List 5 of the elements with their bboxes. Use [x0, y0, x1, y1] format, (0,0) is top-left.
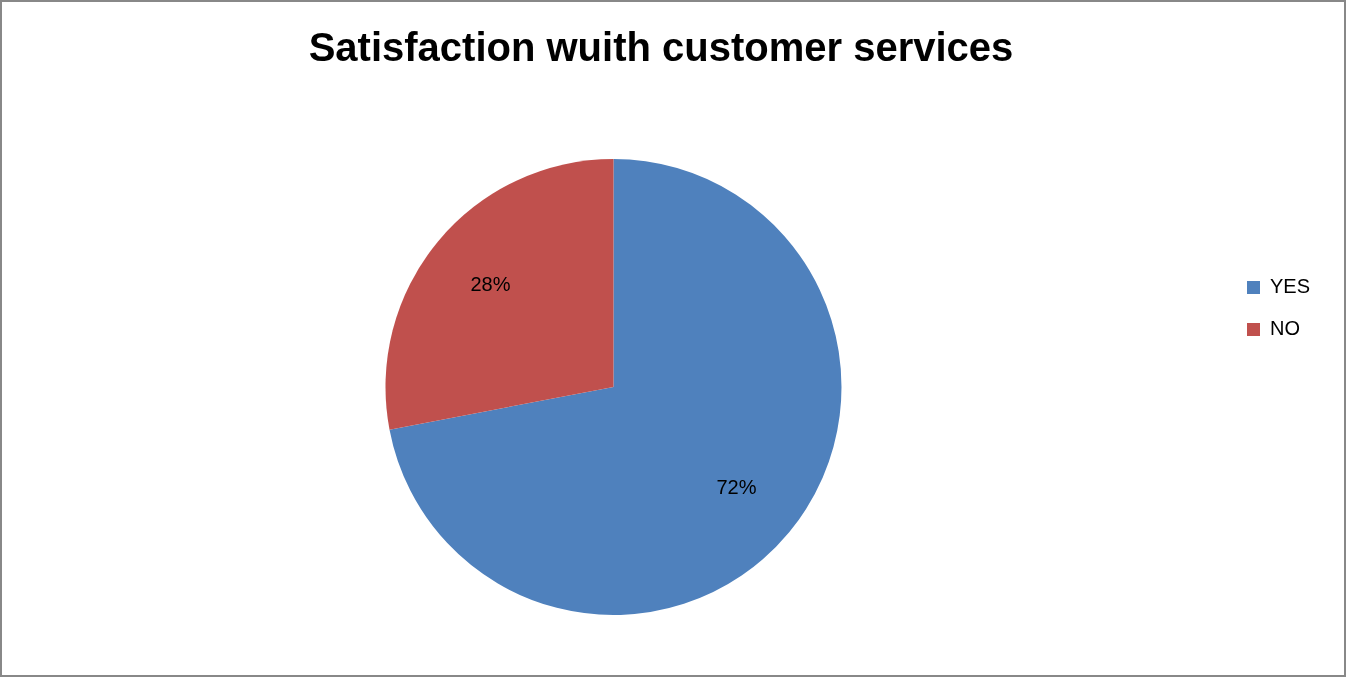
chart-title: Satisfaction wuith customer services	[308, 25, 1014, 70]
data-label: 72%	[716, 476, 757, 499]
legend-label: NO	[1269, 317, 1300, 340]
legend-label: YES	[1269, 275, 1311, 298]
data-label: 28%	[470, 272, 511, 295]
